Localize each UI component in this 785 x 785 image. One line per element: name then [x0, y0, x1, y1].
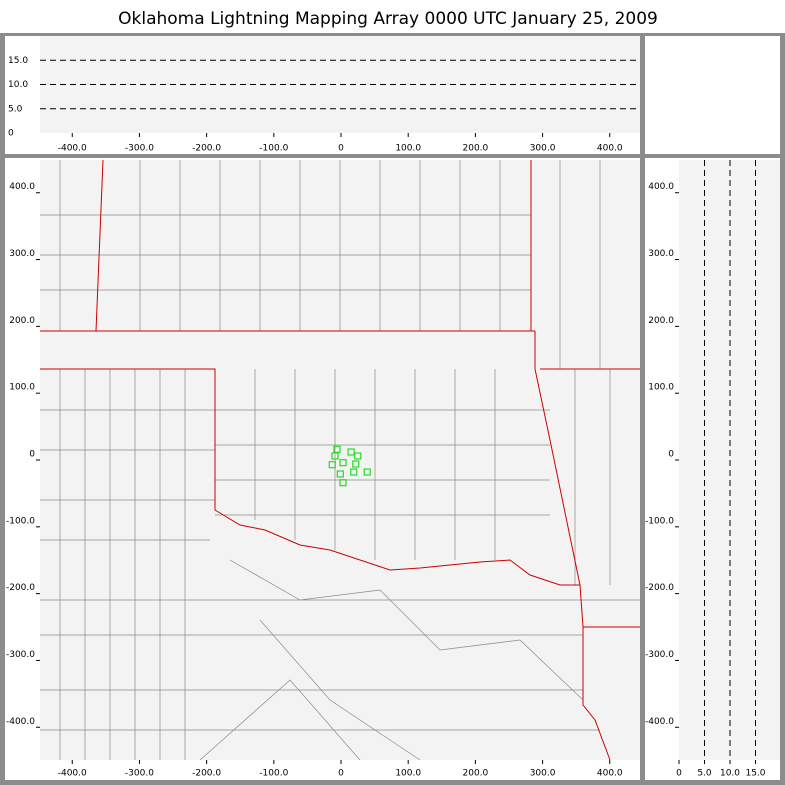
y-tick-label: 10.0 — [8, 80, 28, 90]
county-lines — [40, 160, 640, 761]
x-tick-label: 100.0 — [395, 144, 421, 154]
y-tick-label: 5.0 — [8, 104, 23, 114]
lightning-source — [352, 460, 360, 468]
lightning-source — [350, 468, 358, 476]
y-tick-label: -200.0 — [645, 583, 674, 593]
x-tick-label: -100.0 — [259, 769, 288, 779]
title-bar — [0, 0, 785, 33]
y-tick-label: 200.0 — [648, 316, 674, 326]
x-tick-label: 0 — [338, 144, 344, 154]
y-tick-label: 100.0 — [9, 383, 35, 393]
x-tick-label: 100.0 — [395, 769, 421, 779]
y-tick-label: 0 — [668, 450, 674, 460]
x-tick-label: 0 — [338, 769, 344, 779]
y-tick-label: -100.0 — [645, 516, 674, 526]
y-tick-label: 400.0 — [9, 182, 35, 192]
lightning-source — [354, 452, 362, 460]
lightning-source — [333, 445, 341, 453]
y-tick-label: -400.0 — [645, 717, 674, 727]
x-tick-label: -100.0 — [259, 144, 288, 154]
y-tick-label: 400.0 — [648, 182, 674, 192]
x-tick-label: 0 — [676, 769, 682, 779]
y-tick-label: 100.0 — [648, 383, 674, 393]
x-tick-label: 5.0 — [697, 769, 712, 779]
x-tick-label: -300.0 — [125, 769, 154, 779]
title: Oklahoma Lightning Mapping Array 0000 UT… — [118, 9, 658, 29]
y-tick-label: 300.0 — [648, 249, 674, 259]
lightning-source — [363, 468, 371, 476]
lightning-source — [331, 452, 339, 460]
x-tick-label: 400.0 — [597, 769, 623, 779]
x-tick-label: 300.0 — [530, 144, 556, 154]
lightning-source — [339, 459, 347, 467]
y-tick-label: 300.0 — [9, 249, 35, 259]
x-tick-label: 200.0 — [463, 144, 489, 154]
x-tick-label: -200.0 — [192, 144, 221, 154]
y-tick-label: -400.0 — [6, 717, 35, 727]
axes-and-data: -400.0 -400.0 -300.0 -300.0 -200.0 -200.0 -100… — [6, 56, 766, 779]
x-tick-label: 400.0 — [597, 144, 623, 154]
x-tick-label: -400.0 — [58, 144, 87, 154]
y-tick-label: 0 — [8, 129, 14, 139]
y-tick-label: -100.0 — [6, 516, 35, 526]
x-tick-label: -400.0 — [58, 769, 87, 779]
y-tick-label: 200.0 — [9, 316, 35, 326]
x-tick-label: 200.0 — [463, 769, 489, 779]
y-tick-label: 0 — [29, 450, 35, 460]
y-tick-label: -200.0 — [6, 583, 35, 593]
x-tick-label: -300.0 — [125, 144, 154, 154]
x-tick-label: 15.0 — [745, 769, 765, 779]
y-tick-label: 15.0 — [8, 56, 28, 66]
y-tick-label: -300.0 — [6, 650, 35, 660]
empty-panel — [645, 36, 780, 154]
state-borders — [40, 159, 640, 761]
lightning-source — [347, 448, 355, 456]
map — [40, 159, 640, 761]
lightning-source — [328, 461, 336, 469]
x-tick-label: 300.0 — [530, 769, 556, 779]
lightning-source — [339, 479, 347, 487]
x-tick-label: -200.0 — [192, 769, 221, 779]
y-tick-label: -300.0 — [645, 650, 674, 660]
x-tick-label: 10.0 — [720, 769, 740, 779]
lightning-source — [336, 470, 344, 478]
